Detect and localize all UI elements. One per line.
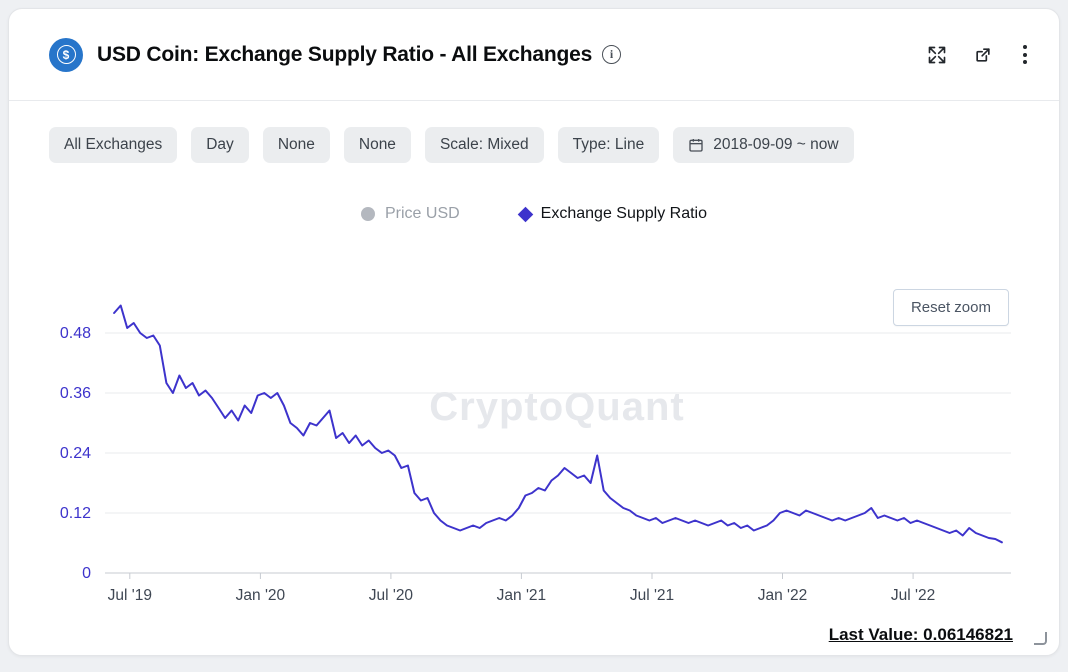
kebab-menu-icon[interactable] [1019, 43, 1031, 66]
resize-corner-icon[interactable] [1034, 632, 1047, 645]
filter-bar: All Exchanges Day None None Scale: Mixed… [9, 127, 1059, 163]
ma-filter-chip[interactable]: None [262, 127, 330, 163]
svg-text:0.12: 0.12 [60, 505, 91, 522]
exchange-filter-chip[interactable]: All Exchanges [49, 127, 178, 163]
legend-item-exchange-supply-ratio[interactable]: Exchange Supply Ratio [517, 205, 707, 223]
widget-header: USD Coin: Exchange Supply Ratio - All Ex… [9, 9, 1059, 101]
usdc-logo-icon [49, 37, 83, 72]
svg-text:Jan '20: Jan '20 [236, 587, 286, 604]
svg-text:Jan '21: Jan '21 [497, 587, 547, 604]
svg-text:0.24: 0.24 [60, 445, 91, 462]
legend-label: Price USD [384, 205, 460, 222]
calendar-icon [688, 137, 704, 153]
chart-widget-card: USD Coin: Exchange Supply Ratio - All Ex… [8, 8, 1060, 656]
reset-zoom-button[interactable]: Reset zoom [892, 289, 1009, 326]
last-value-row: Last Value: 0.06146821 [9, 625, 1059, 645]
legend-item-price-usd[interactable]: Price USD [360, 205, 460, 223]
circle-marker-icon [360, 207, 375, 221]
info-icon[interactable] [602, 45, 622, 64]
date-range-label: 2018-09-09 ~ now [713, 136, 839, 153]
fullscreen-icon[interactable] [927, 45, 947, 65]
open-in-new-icon[interactable] [973, 45, 993, 65]
chart-legend: Price USD Exchange Supply Ratio [9, 203, 1059, 225]
date-range-chip[interactable]: 2018-09-09 ~ now [673, 127, 854, 163]
window-filter-chip[interactable]: Day [191, 127, 249, 163]
type-filter-chip[interactable]: Type: Line [557, 127, 660, 163]
legend-label: Exchange Supply Ratio [540, 205, 707, 222]
svg-text:0.36: 0.36 [60, 385, 91, 402]
supply-ratio-line-chart[interactable]: 0 0.12 0.24 0.36 0.48 Jul '19 Jan '20 Jul '20 Ja… [9, 273, 1059, 621]
svg-text:0: 0 [82, 565, 91, 582]
header-actions [927, 43, 1031, 66]
svg-text:Jul '20: Jul '20 [369, 587, 414, 604]
svg-text:Jan '22: Jan '22 [758, 587, 808, 604]
option-filter-chip[interactable]: None [343, 127, 411, 163]
svg-text:0.48: 0.48 [60, 325, 91, 342]
dollar-icon [56, 45, 76, 64]
scale-filter-chip[interactable]: Scale: Mixed [424, 127, 544, 163]
chart-area: CryptoQuant 0 0.12 0.24 0.36 0.48 Jul '19 Jan … [9, 273, 1059, 621]
svg-text:Jul '22: Jul '22 [891, 587, 935, 604]
svg-text:Jul '21: Jul '21 [630, 587, 674, 604]
diamond-marker-icon [517, 206, 533, 222]
last-value-label: Last Value: 0.06146821 [828, 625, 1013, 644]
widget-title: USD Coin: Exchange Supply Ratio - All Ex… [97, 42, 593, 66]
svg-text:Jul '19: Jul '19 [108, 587, 152, 604]
